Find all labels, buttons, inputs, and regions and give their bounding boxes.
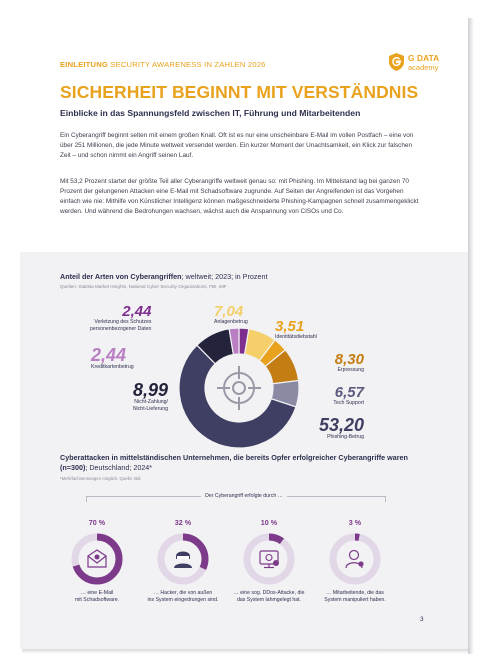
caption-tech-support: Tech Support xyxy=(333,400,364,406)
ddos-icon xyxy=(259,550,279,569)
page-subtitle: Einblicke in das Spannungsfeld zwischen … xyxy=(60,108,361,118)
brochure-page: EINLEITUNG SECURITY AWARENESS IN ZAHLEN … xyxy=(20,8,468,649)
page-shadow-right xyxy=(468,18,474,654)
stat-hacker-percent: 32 % xyxy=(174,518,192,527)
stat-email-desc-line2: mit Schadsoftware. xyxy=(74,597,120,603)
stat-employee: 3 % … Mitarbeitende, die das System manip… xyxy=(314,518,396,604)
stat-ddos-ring xyxy=(243,533,295,585)
label-kreditkartenbetrug: 2,44 Kreditkartenbetrug xyxy=(91,346,134,371)
stat-email-desc: … eine E-Mail mit Schadsoftware. xyxy=(56,590,138,604)
caption-phishing: Phishing-Betrug xyxy=(327,434,364,440)
stat-hacker-desc-line1: … Hacker, die von außen xyxy=(153,590,213,596)
value-kreditkartenbetrug: 2,44 xyxy=(91,345,127,365)
stat-ddos-desc: … eine sog. DDos-Attacke, die das System … xyxy=(228,590,310,604)
intro-section xyxy=(20,8,468,252)
caption-identitaetsdiebstahl: Identitätsdiebstahl xyxy=(275,334,317,340)
label-datenschutz: 2,44 Verletzung des Schutzes personenbezo… xyxy=(90,304,151,332)
section-label: EINLEITUNG xyxy=(60,60,108,69)
page-shadow-bottom xyxy=(22,648,470,654)
hacker-icon xyxy=(174,551,192,568)
gdata-academy-logo: G DATA academy xyxy=(389,53,453,75)
value-identitaetsdiebstahl: 3,51 xyxy=(275,318,305,335)
caption-anlagenbetrug: Anlagenbetrug xyxy=(214,319,248,325)
email-icon xyxy=(87,549,107,568)
stat-hacker: 32 % … Hacker, die von außen ins System e… xyxy=(142,518,224,604)
stat-hacker-desc-line2: ins System eingedrungen sind. xyxy=(147,597,219,603)
stat-hacker-ring xyxy=(157,533,209,585)
chart-source: Quellen: Statista Market Insights, Natio… xyxy=(60,284,227,289)
value-anlagenbetrug: 7,04 xyxy=(214,303,244,320)
ring-fill xyxy=(157,533,209,585)
caption-kreditkartenbetrug: Kreditkartenbetrug xyxy=(91,364,134,370)
value-nicht-zahlung: 8,99 xyxy=(132,380,168,400)
label-erpressung: 8,30 Erpressung xyxy=(290,352,364,374)
ring-fill xyxy=(243,533,295,585)
section-eyebrow: EINLEITUNG SECURITY AWARENESS IN ZAHLEN … xyxy=(60,60,266,69)
intro-paragraph-1: Ein Cyberangriff beginnt selten mit eine… xyxy=(60,132,414,159)
value-tech-support: 6,57 xyxy=(334,384,364,401)
employee-icon xyxy=(345,549,364,569)
stat-employee-ring xyxy=(329,533,381,585)
chart-title-rest: ; weltweit; 2023; in Prozent xyxy=(181,272,268,281)
donut-center xyxy=(206,355,272,421)
stat-hacker-desc: … Hacker, die von außen ins System einged… xyxy=(142,590,224,604)
chart-title: Anteil der Arten von Cyberangriffen; wel… xyxy=(60,272,267,281)
value-datenschutz: 2,44 xyxy=(122,303,152,320)
section2-note: *Mehrfachnennungen möglich. Quelle: Bdi xyxy=(60,476,141,481)
stat-employee-desc-line2: System manipuliert haben. xyxy=(324,597,386,603)
bracket-label-text: Der Cyberangriff erfolgte durch … xyxy=(201,493,287,499)
caption-nicht-zahlung: Nicht-Zahlung/Nicht-Lieferung xyxy=(132,399,168,412)
ring-fill xyxy=(329,533,381,585)
label-tech-support: 6,57 Tech Support xyxy=(290,385,364,407)
caption-datenschutz: Verletzung des Schutzes personenbezogener… xyxy=(90,319,152,332)
stat-email-percent: 70 % xyxy=(88,518,106,527)
stat-email: 70 % … eine E-Mail mit Schadsoftware. xyxy=(56,518,138,604)
value-erpressung: 8,30 xyxy=(334,351,364,368)
ring-fill xyxy=(71,533,123,585)
stat-employee-percent: 3 % xyxy=(348,518,362,527)
logo-brand: G DATA xyxy=(408,54,440,63)
stat-email-ring xyxy=(71,533,123,585)
stat-ddos-percent: 10 % xyxy=(260,518,278,527)
stat-ddos-desc-line1: … eine sog. DDos-Attacke, die xyxy=(233,590,305,596)
section2-title-main: Cyberattacken in mittelständischen Unter… xyxy=(60,453,408,472)
donut-slice-5 xyxy=(178,344,297,449)
intro-paragraph-2: Mit 53,2 Prozent startet der größte Teil… xyxy=(60,178,419,215)
chart-title-main: Anteil der Arten von Cyberangriffen xyxy=(60,272,182,281)
section-subtitle: SECURITY AWARENESS IN ZAHLEN 2026 xyxy=(108,60,266,69)
section2-title-rest: ; Deutschland; 2024* xyxy=(85,463,153,472)
donut-slice-7 xyxy=(228,327,240,356)
stat-email-desc-line1: … eine E-Mail xyxy=(80,590,114,596)
crosshair-target-icon xyxy=(217,366,261,410)
attack-types-donut-chart xyxy=(178,327,300,449)
logo-sub: academy xyxy=(408,63,439,72)
stat-employee-desc-line1: … Mitarbeitende, die das xyxy=(326,590,384,596)
value-phishing: 53,20 xyxy=(318,415,364,435)
caption-erpressung: Erpressung xyxy=(337,367,364,373)
label-anlagenbetrug: 7,04 Anlagenbetrug xyxy=(214,304,248,326)
stat-ddos-desc-line2: das System lahmgelegt hat. xyxy=(236,597,301,603)
label-nicht-zahlung: 8,99 Nicht-Zahlung/Nicht-Lieferung xyxy=(110,381,168,412)
label-identitaetsdiebstahl: 3,51 Identitätsdiebstahl xyxy=(275,319,317,341)
page-title: SICHERHEIT BEGINNT MIT VERSTÄNDNIS xyxy=(60,82,419,102)
stat-employee-desc: … Mitarbeitende, die das System manipulie… xyxy=(314,590,396,604)
page-number: 3 xyxy=(420,616,424,623)
bracket-label: Der Cyberangriff erfolgte durch … xyxy=(20,493,468,499)
shield-logo-icon xyxy=(389,53,404,71)
label-phishing: 53,20 Phishing-Betrug xyxy=(270,416,364,441)
stat-ddos: 10 % … eine sog. DDos-Attacke, die das Sy… xyxy=(228,518,310,604)
ring-track xyxy=(243,533,295,585)
section2-title: Cyberattacken in mittelständischen Unter… xyxy=(60,453,420,473)
